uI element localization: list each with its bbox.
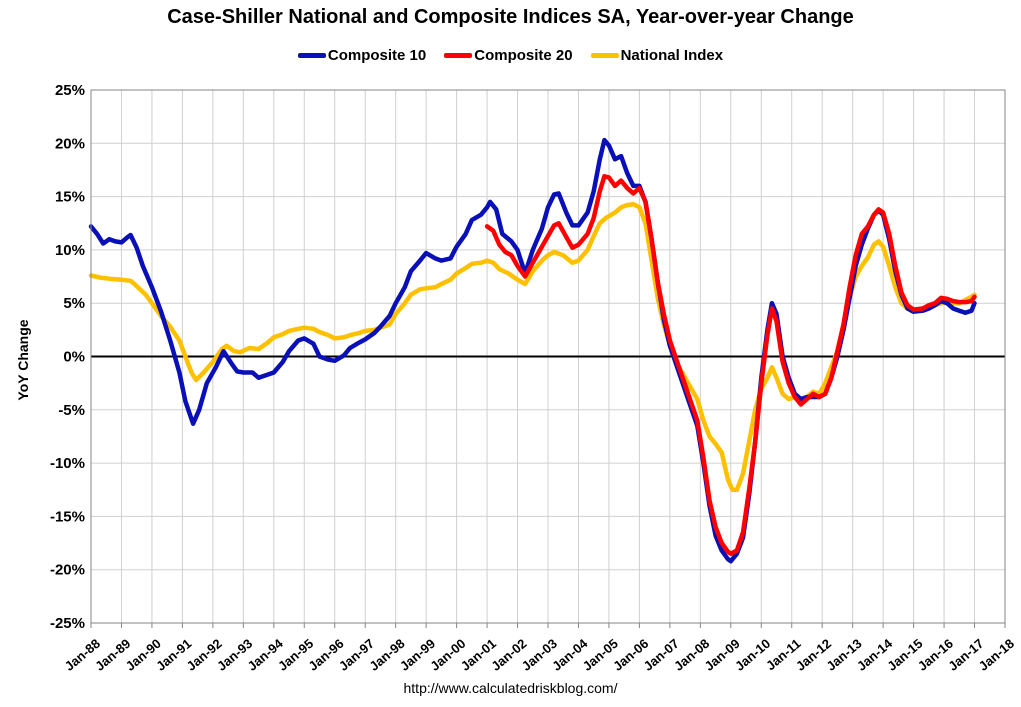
legend-label-composite-10: Composite 10 xyxy=(327,47,427,64)
legend-swatch-composite-10 xyxy=(297,53,326,58)
y-tick-label: -20% xyxy=(50,562,85,579)
legend-label-composite-20: Composite 20 xyxy=(474,47,573,64)
axes xyxy=(90,89,1006,628)
y-tick-label: 15% xyxy=(55,189,85,206)
y-tick-label: 5% xyxy=(63,295,85,312)
series-lines xyxy=(88,137,977,564)
legend-swatch-composite-20 xyxy=(444,53,473,58)
y-tick-label: 10% xyxy=(55,242,85,259)
y-tick-label: -5% xyxy=(58,402,85,419)
y-axis-label: YoY Change xyxy=(15,319,31,401)
x-tick-labels: Jan-88Jan-89Jan-90Jan-91Jan-92Jan-93Jan-… xyxy=(62,635,1017,673)
y-tick-label: -25% xyxy=(50,615,85,632)
legend: Composite 10 Composite 20 National Index xyxy=(0,47,1021,64)
source-url: http://www.calculatedriskblog.com/ xyxy=(403,680,618,696)
y-tick-label: 0% xyxy=(63,349,85,366)
y-tick-label: -10% xyxy=(50,455,85,472)
legend-item-composite-10: Composite 10 xyxy=(297,47,427,64)
legend-item-national-index: National Index xyxy=(590,47,724,64)
series-line-composite-10 xyxy=(88,137,977,564)
chart-title: Case-Shiller National and Composite Indi… xyxy=(167,6,854,28)
x-tick-label: Jan-18 xyxy=(976,636,1017,674)
series-line-composite-20 xyxy=(484,174,977,556)
y-tick-label: -15% xyxy=(50,508,85,525)
y-tick-labels: 25% 20% 15% 10% 5% 0% -5% -10% -15% -20% -25% xyxy=(50,82,85,632)
y-tick-label: 20% xyxy=(55,135,85,152)
legend-label-national-index: National Index xyxy=(620,47,724,64)
legend-swatch-national-index xyxy=(590,53,619,58)
y-tick-label: 25% xyxy=(55,82,85,99)
legend-item-composite-20: Composite 20 xyxy=(444,47,573,64)
